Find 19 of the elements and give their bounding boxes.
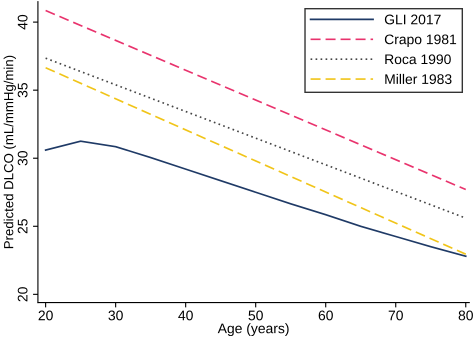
x-tick-label: 60 <box>318 310 333 320</box>
y-axis-title: Predicted DLCO (mL/mmHg/min) <box>4 56 16 248</box>
line-series <box>44 140 467 258</box>
x-axis-title: Age (years) <box>218 323 289 336</box>
legend-label: Crapo 1981 <box>384 34 456 48</box>
x-tick-label: 50 <box>248 310 263 320</box>
y-tick-label: 20 <box>18 287 28 302</box>
x-tick-label: 80 <box>458 310 473 320</box>
legend-label: GLI 2017 <box>384 14 441 24</box>
y-tick-label: 25 <box>18 219 28 234</box>
x-tick-label: 70 <box>388 310 403 320</box>
x-tick-label: 20 <box>38 310 53 320</box>
y-tick-label: 35 <box>18 83 28 98</box>
x-tick-label: 40 <box>178 310 193 320</box>
legend-label: Roca 1990 <box>385 54 451 64</box>
x-tick-label: 30 <box>108 310 123 320</box>
y-tick-label: 40 <box>18 14 28 30</box>
legend-label: Miller 1983 <box>385 74 452 84</box>
y-tick-label: 30 <box>18 151 28 166</box>
